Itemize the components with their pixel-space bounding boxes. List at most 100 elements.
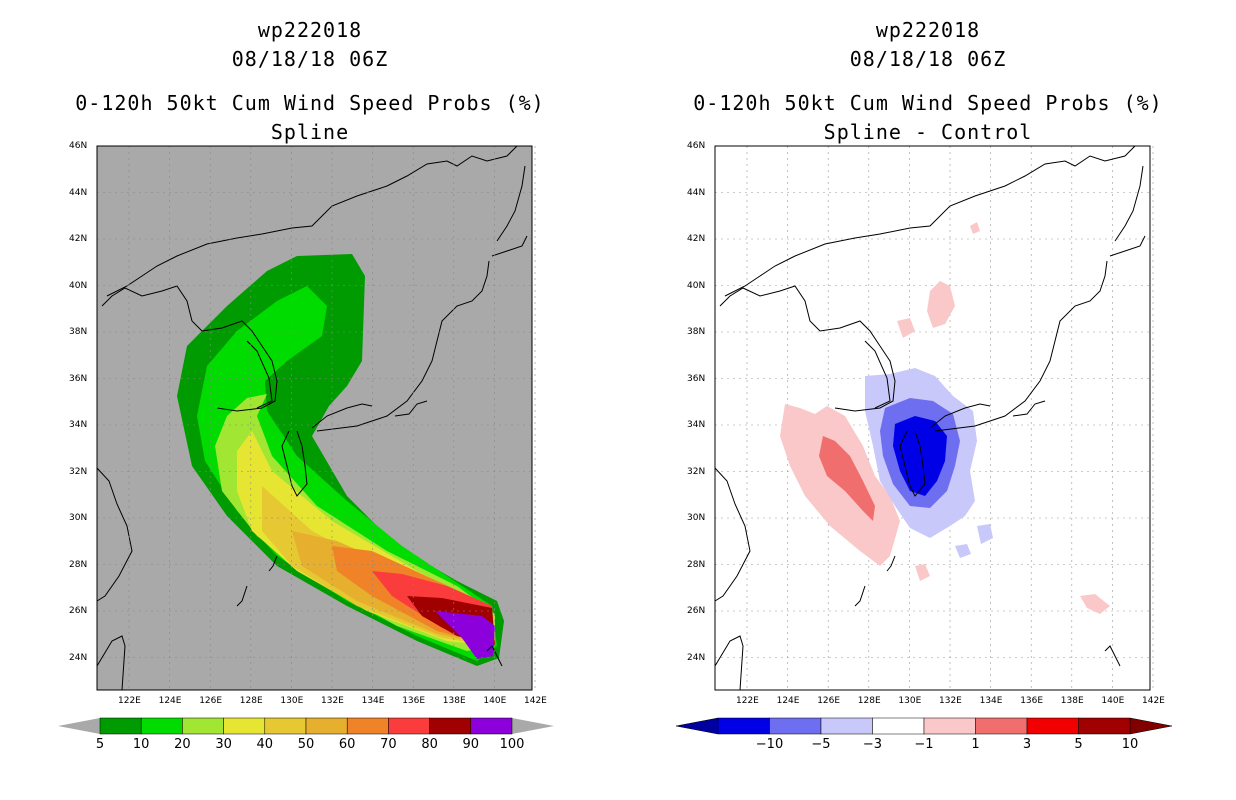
- lon-tick-label: 126E: [817, 696, 841, 706]
- colorbar-tick-label: 40: [256, 737, 274, 752]
- right-difference-map: [714, 145, 1154, 691]
- colorbar-swatch: [140, 717, 183, 735]
- right-colorbar: [675, 717, 1173, 735]
- colorbar-swatch: [1078, 717, 1131, 735]
- lon-tick-label: 142E: [1142, 696, 1165, 706]
- lat-tick-label: 40N: [687, 280, 706, 291]
- lat-tick-label: 26N: [687, 606, 706, 616]
- colorbar-swatch: [975, 717, 1028, 735]
- colorbar-swatch: [305, 717, 348, 735]
- diff-pos-small-2: [897, 318, 915, 338]
- lon-tick-label: 134E: [361, 696, 385, 706]
- left-subtitle: Spline: [270, 120, 350, 144]
- lat-tick-label: 40N: [69, 280, 88, 291]
- colorbar-tick-label: −5: [811, 737, 831, 752]
- diff-pos-small-5: [970, 222, 980, 234]
- left-coastlines: [96, 145, 528, 691]
- colorbar-left-arrow: [58, 718, 100, 734]
- lat-tick-label: 36N: [687, 373, 706, 384]
- lon-tick-label: 140E: [483, 696, 507, 706]
- left-gridlines: [97, 146, 536, 690]
- colorbar-swatch: [182, 717, 224, 735]
- lon-tick-label: 130E: [280, 696, 304, 706]
- lon-tick-label: 122E: [118, 696, 141, 706]
- lat-tick-label: 28N: [69, 559, 88, 570]
- diff-neg-small-2: [955, 544, 971, 558]
- right-map-frame: [714, 145, 1151, 691]
- lat-tick-label: 46N: [69, 141, 88, 151]
- left-storm-id: wp222018: [257, 18, 363, 42]
- left-product-title: 0-120h 50kt Cum Wind Speed Probs (%): [75, 91, 545, 115]
- colorbar-right-arrow: [1129, 717, 1173, 735]
- lon-tick-label: 126E: [199, 696, 223, 706]
- colorbar-swatch: [346, 717, 389, 735]
- colorbar-tick-label: 30: [215, 737, 232, 752]
- lat-tick-label: 24N: [69, 652, 88, 663]
- prob-band-90: [435, 611, 495, 659]
- lon-tick-label: 128E: [857, 696, 881, 706]
- lon-tick-label: 124E: [776, 696, 800, 706]
- lat-tick-label: 46N: [687, 141, 706, 151]
- diff-pos-small-3: [1080, 594, 1110, 614]
- lon-tick-label: 132E: [321, 696, 344, 706]
- right-gridlines: [715, 146, 1154, 690]
- left-colorbar: [58, 717, 554, 735]
- lat-tick-label: 34N: [687, 420, 706, 430]
- lon-tick-label: 122E: [736, 696, 759, 706]
- colorbar-tick-label: 70: [380, 737, 397, 752]
- colorbar-tick-label: 80: [421, 737, 438, 752]
- prob-band-10: [197, 286, 497, 661]
- colorbar-swatch: [429, 717, 472, 735]
- diff-neg-small-1: [977, 524, 993, 544]
- colorbar-swatch: [388, 717, 430, 735]
- colorbar-tick-label: 5: [95, 737, 105, 752]
- colorbar-tick-label: −1: [914, 737, 934, 752]
- lon-tick-label: 128E: [239, 696, 263, 706]
- colorbar-swatch: [717, 717, 770, 735]
- right-coastlines: [714, 145, 1146, 691]
- lon-tick-label: 132E: [939, 696, 962, 706]
- right-subtitle: Spline - Control: [823, 120, 1033, 144]
- lon-tick-label: 134E: [979, 696, 1003, 706]
- colorbar-tick-label: 100: [499, 737, 525, 752]
- colorbar-right-arrow: [512, 718, 554, 734]
- colorbar-swatch: [872, 717, 925, 735]
- left-map-frame: [96, 145, 533, 691]
- diff-neg-5-10: [893, 416, 947, 496]
- lat-tick-label: 38N: [69, 327, 88, 337]
- lon-tick-label: 130E: [898, 696, 922, 706]
- left-datetime: 08/18/18 06Z: [231, 47, 389, 71]
- colorbar-tick-label: 3: [1022, 737, 1032, 752]
- colorbar-tick-label: 10: [1121, 737, 1139, 752]
- colorbar-swatch: [99, 717, 142, 735]
- colorbar-tick-label: 5: [1074, 737, 1083, 752]
- colorbar-swatch: [470, 717, 513, 735]
- diff-pos-small-1: [927, 281, 955, 328]
- colorbar-tick-label: 60: [338, 737, 356, 752]
- lon-tick-label: 136E: [402, 696, 426, 706]
- colorbar-swatch: [769, 717, 822, 735]
- lat-tick-label: 28N: [687, 559, 706, 570]
- lon-tick-label: 140E: [1101, 696, 1125, 706]
- right-storm-id: wp222018: [875, 18, 981, 42]
- colorbar-tick-label: 90: [462, 737, 480, 752]
- colorbar-swatch: [264, 717, 307, 735]
- colorbar-tick-label: 20: [174, 737, 191, 752]
- lat-tick-label: 42N: [69, 234, 88, 244]
- lon-tick-label: 138E: [1060, 696, 1084, 706]
- lat-tick-label: 32N: [687, 466, 706, 477]
- lon-tick-label: 136E: [1020, 696, 1044, 706]
- diff-pos-small-4: [915, 564, 930, 581]
- colorbar-swatch: [223, 717, 266, 735]
- lat-tick-label: 44N: [687, 187, 706, 198]
- lat-tick-label: 44N: [69, 187, 88, 198]
- right-product-title: 0-120h 50kt Cum Wind Speed Probs (%): [693, 91, 1163, 115]
- colorbar-tick-label: −10: [755, 737, 784, 752]
- lon-tick-label: 124E: [158, 696, 182, 706]
- lon-tick-label: 142E: [524, 696, 547, 706]
- colorbar-swatch: [820, 717, 873, 735]
- lat-tick-label: 24N: [687, 652, 706, 663]
- colorbar-tick-label: 10: [132, 737, 150, 752]
- lat-tick-label: 30N: [69, 513, 88, 523]
- right-datetime: 08/18/18 06Z: [849, 47, 1007, 71]
